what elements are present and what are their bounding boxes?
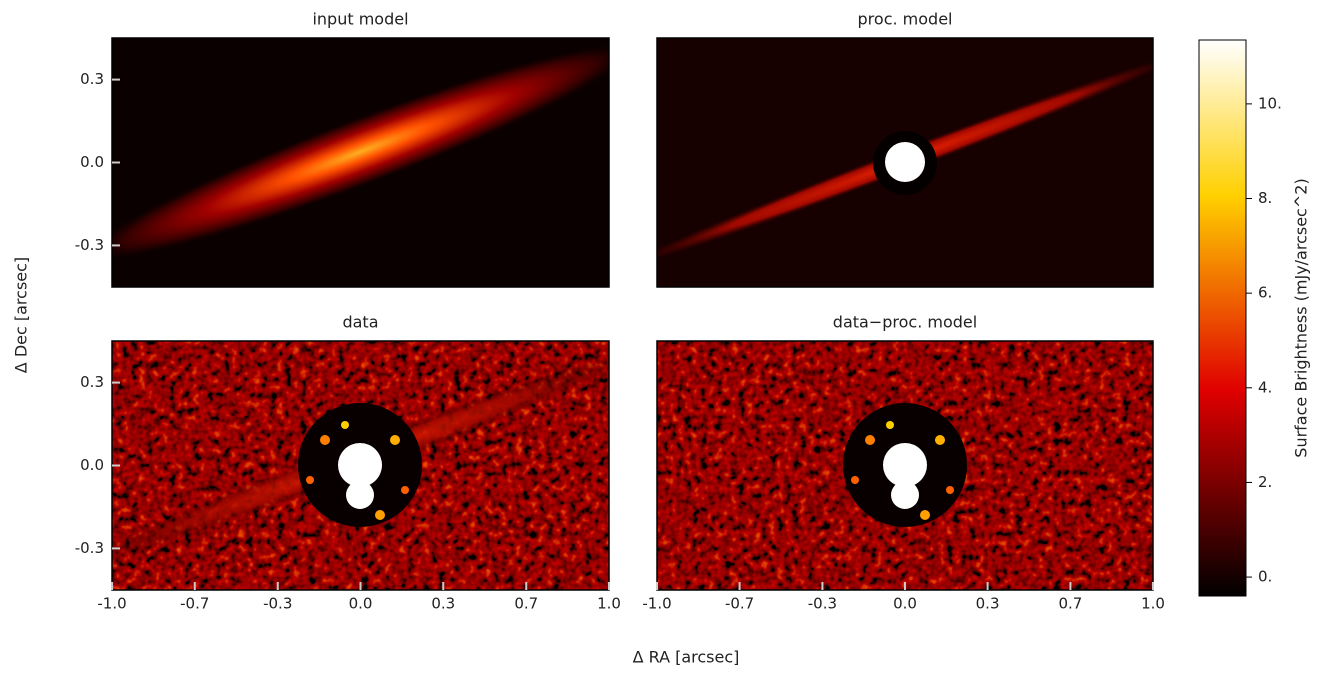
x-tick-label: 1.0 (1141, 595, 1165, 613)
colorbar-tick-label: 2. (1258, 473, 1272, 491)
x-tick-label: 0.7 (514, 595, 538, 613)
colorbar-tick-label: 4. (1258, 378, 1272, 396)
colorbar (1199, 40, 1246, 596)
y-tick-label: 0.3 (80, 373, 104, 391)
x-tick-label: 0.3 (976, 595, 1000, 613)
panel-title: input model (312, 10, 408, 29)
y-tick-label: 0.0 (80, 153, 104, 171)
colorbar-tick-label: 6. (1258, 284, 1272, 302)
x-tick-label: -0.7 (725, 595, 754, 613)
x-tick-label: 0.0 (349, 595, 373, 613)
x-tick-label: 0.7 (1058, 595, 1082, 613)
image (67, 14, 652, 290)
x-tick-label: 0.0 (893, 595, 917, 613)
x-tick-label: -0.7 (180, 595, 209, 613)
colorbar-tick-label: 8. (1258, 189, 1272, 207)
x-tick-label: -0.3 (263, 595, 292, 613)
panel-title: data−proc. model (833, 313, 977, 332)
x-tick-label: 1.0 (597, 595, 621, 613)
image (657, 341, 1153, 590)
panel-title: proc. model (858, 10, 953, 29)
image (611, 38, 1199, 287)
x-tick-label: -1.0 (642, 595, 671, 613)
x-tick-label: -0.3 (808, 595, 837, 613)
colorbar-tick-label: 10. (1258, 94, 1282, 112)
x-tick-label: -1.0 (97, 595, 126, 613)
x-tick-label: 0.3 (431, 595, 455, 613)
colorbar-label: Surface Brightness (mJy/arcsec^2) (1292, 178, 1311, 457)
y-tick-label: 0.3 (80, 70, 104, 88)
y-axis-label: Δ Dec [arcsec] (12, 257, 31, 373)
x-axis-label: Δ RA [arcsec] (633, 648, 740, 667)
image (74, 337, 647, 590)
y-tick-label: -0.3 (75, 539, 104, 557)
colorbar-tick-label: 0. (1258, 568, 1272, 586)
y-tick-label: 0.0 (80, 456, 104, 474)
panel-title: data (342, 313, 378, 332)
y-tick-label: -0.3 (75, 236, 104, 254)
figure: Δ RA [arcsec] Δ Dec [arcsec] Surface Bri… (0, 0, 1324, 673)
